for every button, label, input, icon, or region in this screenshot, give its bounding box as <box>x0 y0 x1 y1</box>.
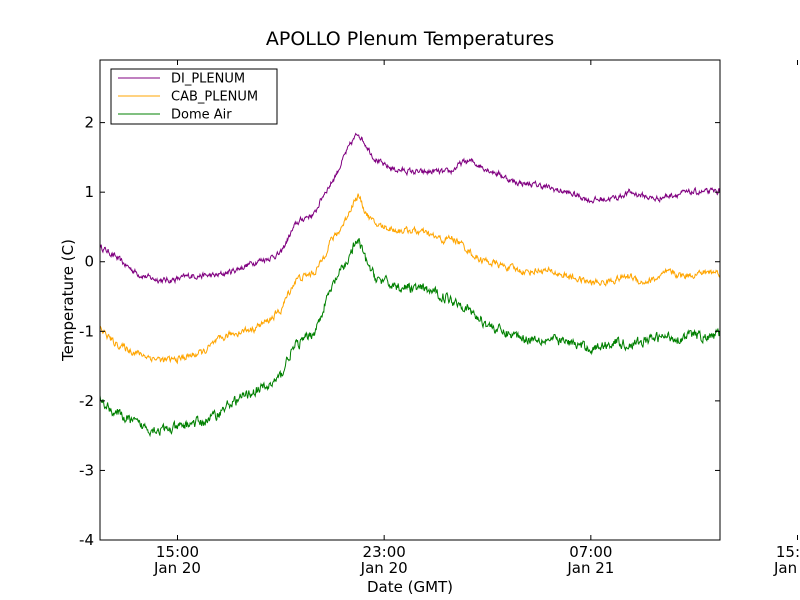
y-tick-label: 2 <box>84 114 94 132</box>
x-tick-label-date: Jan 20 <box>153 559 201 577</box>
x-tick-label-time: 15:00 <box>776 543 800 561</box>
legend: DI_PLENUM CAB_PLENUM Dome Air <box>110 68 278 125</box>
series-layer <box>100 132 720 438</box>
x-tick-label-date: Jan 21 <box>773 559 800 577</box>
y-tick-label: 1 <box>84 183 94 201</box>
legend-label-di-plenum: DI_PLENUM <box>171 72 245 87</box>
y-tick-label: -1 <box>79 322 94 340</box>
plot-area-frame <box>99 59 721 541</box>
y-tick-label: -3 <box>79 461 94 479</box>
y-tick-label: 0 <box>84 253 94 271</box>
y-tick-label: -2 <box>79 392 94 410</box>
series-line-cab-plenum <box>100 193 720 365</box>
x-axis-label: Date (GMT) <box>367 578 453 596</box>
x-tick-label-date: Jan 20 <box>360 559 408 577</box>
legend-label-cab-plenum: CAB_PLENUM <box>171 90 258 105</box>
x-tick-label-time: 23:00 <box>363 543 406 561</box>
series-line-dome-air <box>100 238 720 438</box>
x-tick-label-date: Jan 21 <box>566 559 614 577</box>
y-tick-label: -4 <box>79 531 94 549</box>
x-tick-label-time: 07:00 <box>569 543 612 561</box>
x-tick-label-time: 15:00 <box>156 543 199 561</box>
legend-label-dome-air: Dome Air <box>171 108 232 123</box>
chart-title: APOLLO Plenum Temperatures <box>266 28 554 50</box>
series-line-di-plenum <box>100 132 720 285</box>
y-axis-label: Temperature (C) <box>59 239 77 362</box>
